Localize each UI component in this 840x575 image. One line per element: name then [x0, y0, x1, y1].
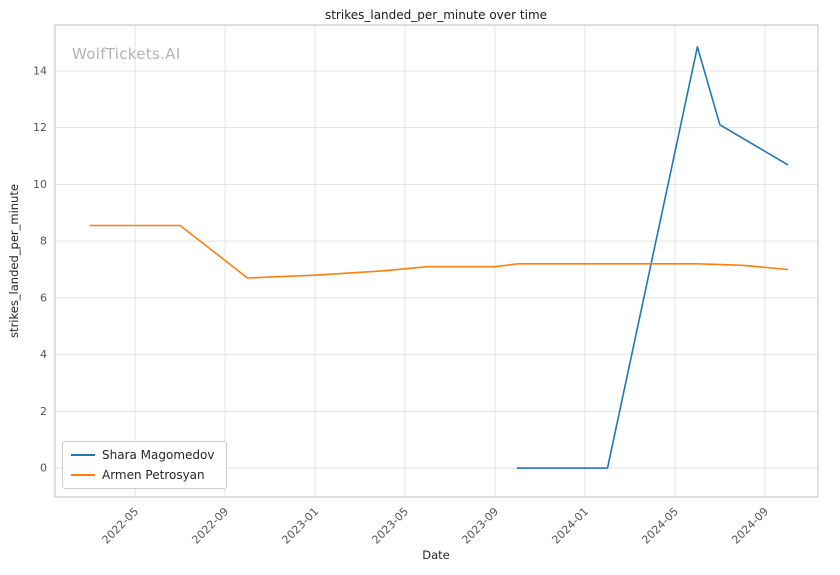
x-tick-label: 2024-01: [549, 505, 591, 547]
x-axis-label: Date: [422, 548, 450, 562]
y-tick-label: 2: [40, 405, 47, 418]
chart-title: strikes_landed_per_minute over time: [324, 8, 548, 22]
watermark: WolfTickets.AI: [72, 45, 181, 63]
x-tick-label: 2024-05: [639, 505, 681, 547]
y-tick-label: 6: [40, 291, 47, 304]
x-tick-label: 2024-09: [729, 505, 771, 547]
legend-label: Armen Petrosyan: [102, 468, 205, 482]
y-axis-label: strikes_landed_per_minute: [7, 184, 21, 338]
y-tick-label: 8: [40, 235, 47, 248]
y-tick-label: 0: [40, 462, 47, 475]
y-tick-label: 12: [33, 121, 47, 134]
legend-line-swatch: [71, 474, 95, 476]
x-tick-label: 2022-05: [100, 505, 142, 547]
x-tick-label: 2023-05: [369, 505, 411, 547]
x-tick-label: 2023-01: [279, 505, 321, 547]
legend-label: Shara Magomedov: [102, 448, 215, 462]
plot-border: [54, 24, 819, 498]
legend: Shara Magomedov Armen Petrosyan: [62, 441, 228, 489]
y-tick-label: 4: [40, 348, 47, 361]
y-tick-label: 14: [33, 64, 47, 77]
series-line-shara-magomedov: [516, 45, 789, 469]
y-tick-label: 10: [33, 178, 47, 191]
legend-line-swatch: [71, 454, 95, 456]
legend-item: Armen Petrosyan: [71, 468, 214, 482]
legend-item: Shara Magomedov: [71, 448, 214, 462]
x-tick-label: 2023-09: [459, 505, 501, 547]
x-tick-label: 2022-09: [189, 505, 231, 547]
series-line-armen-petrosyan: [89, 224, 789, 279]
